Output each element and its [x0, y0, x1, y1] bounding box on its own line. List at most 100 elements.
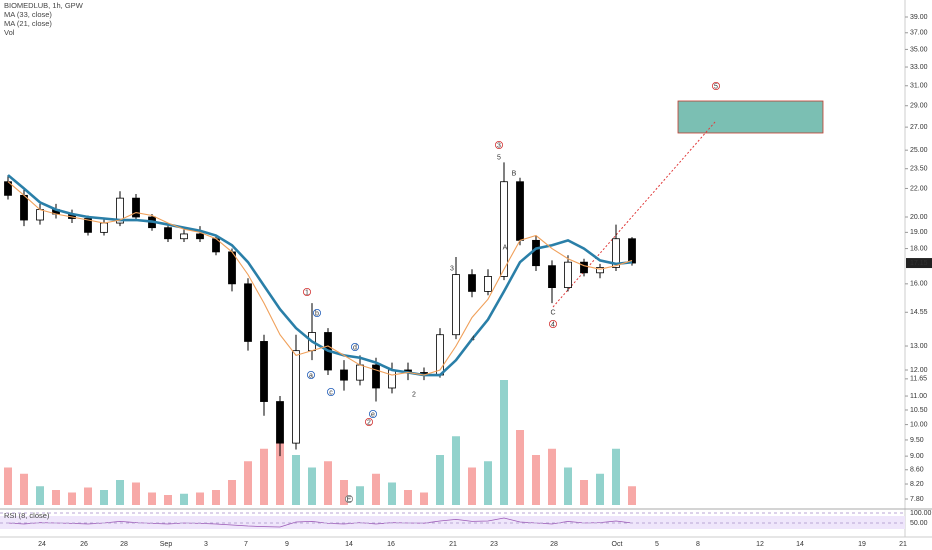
- volume-bar: [500, 380, 508, 505]
- volume-bar: [388, 482, 396, 505]
- annotation: 3: [450, 265, 454, 272]
- candle-body: [132, 197, 140, 218]
- volume-bar: [436, 455, 444, 505]
- legend-ma33: MA (33, close): [4, 10, 52, 19]
- annotation-circle: [494, 140, 503, 149]
- annotation-circle: [312, 308, 321, 317]
- x-tick-label: 26: [80, 541, 88, 548]
- legend-symbol: BIOMEDLUB, 1h, GPW: [4, 1, 84, 10]
- annotation-circle: [368, 409, 377, 418]
- candle-body: [436, 334, 444, 376]
- y-tick-label: 14.55: [910, 309, 928, 316]
- annotation: b: [315, 310, 319, 317]
- x-tick-label: 8: [696, 541, 700, 548]
- x-tick-label: 12: [756, 541, 764, 548]
- candle-body: [612, 238, 620, 268]
- y-tick-label: 25.00: [910, 147, 928, 154]
- y-tick-label: 9.00: [910, 453, 924, 460]
- volume-bar: [484, 461, 492, 505]
- target-box: [677, 100, 824, 134]
- candle-body: [244, 283, 252, 342]
- volume-bar: [548, 448, 556, 505]
- rsi-tick-label: 100.00: [910, 510, 932, 517]
- x-tick-label: 28: [550, 541, 558, 548]
- volume-bar: [516, 430, 524, 505]
- x-tick-label: 23: [490, 541, 498, 548]
- candle-body: [180, 233, 188, 240]
- candle-body: [516, 181, 524, 241]
- y-tick-label: 8.20: [910, 481, 924, 488]
- y-tick-label: 7.80: [910, 496, 924, 503]
- x-tick-label: 24: [38, 541, 46, 548]
- candle-body: [500, 181, 508, 277]
- moving-average: [7, 181, 633, 376]
- y-tick-label: 27.00: [910, 124, 928, 131]
- candle-body: [452, 274, 460, 336]
- volume-bar: [580, 480, 588, 505]
- candle-body: [228, 251, 236, 285]
- annotation: A: [503, 244, 508, 251]
- candle-body: [100, 222, 108, 233]
- volume-bar: [212, 490, 220, 505]
- y-tick-label: 8.60: [910, 467, 924, 474]
- annotation-circle: [306, 370, 315, 379]
- annotation: e: [371, 411, 375, 418]
- volume-bar: [84, 487, 92, 505]
- y-tick-label: 35.00: [910, 46, 928, 53]
- volume-bar: [420, 492, 428, 505]
- volume-bar: [276, 442, 284, 505]
- x-tick-label: 16: [387, 541, 395, 548]
- y-tick-label: 11.65: [910, 376, 927, 383]
- volume-bar: [356, 486, 364, 505]
- volume-bar: [148, 492, 156, 505]
- volume-bar: [36, 486, 44, 505]
- annotation: C: [550, 309, 555, 316]
- y-tick-label: 23.50: [910, 166, 928, 173]
- legend-ma21: MA (21, close): [4, 19, 52, 28]
- rsi-label: RSI (8, close): [4, 511, 50, 520]
- annotation: E: [347, 496, 352, 503]
- price-tag: [906, 258, 932, 269]
- y-tick-label: 10.00: [910, 421, 928, 428]
- volume-bar: [372, 473, 380, 505]
- y-tick-label: 18.00: [910, 245, 928, 252]
- candle-body: [36, 209, 44, 221]
- x-tick-label: 14: [345, 541, 353, 548]
- volume-bar: [308, 467, 316, 505]
- y-tick-label: 12.00: [910, 367, 928, 374]
- x-tick-label: 14: [796, 541, 804, 548]
- candle-body: [532, 239, 540, 267]
- annotation-circle: [344, 494, 353, 503]
- y-tick-label: 29.00: [910, 103, 928, 110]
- x-tick-label: 19: [858, 541, 866, 548]
- y-tick-label: 9.50: [910, 437, 924, 444]
- annotation-circle: [549, 319, 558, 328]
- volume-bar: [180, 493, 188, 505]
- annotation: 1: [305, 289, 309, 296]
- y-tick-label: 33.00: [910, 64, 928, 71]
- volume-bar: [260, 448, 268, 505]
- annotation-circle: [364, 417, 373, 426]
- x-tick-label: 5: [655, 541, 659, 548]
- candle-body: [196, 233, 204, 240]
- candle-body: [548, 265, 556, 288]
- volume-bar: [612, 448, 620, 505]
- volume-bar: [340, 480, 348, 505]
- rsi-tick-label: 50.00: [910, 520, 928, 527]
- legend-vol: Vol: [4, 28, 15, 37]
- annotation: c: [329, 389, 333, 396]
- y-tick-label: 37.00: [910, 30, 928, 37]
- candle-body: [580, 261, 588, 274]
- volume-bar: [20, 473, 28, 505]
- candle-body: [260, 341, 268, 402]
- annotation: a: [309, 372, 313, 379]
- candle-body: [116, 197, 124, 224]
- x-tick-label: Oct: [612, 541, 623, 548]
- volume-bar: [628, 486, 636, 505]
- annotation-circle: [302, 287, 311, 296]
- volume-bar: [596, 473, 604, 505]
- y-tick-label: 20.00: [910, 214, 928, 221]
- candle-body: [164, 227, 172, 240]
